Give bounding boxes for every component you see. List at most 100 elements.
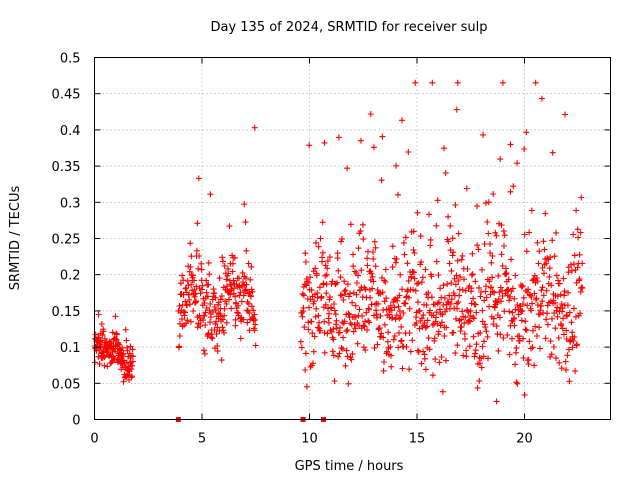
data-point	[415, 299, 421, 306]
data-point	[348, 356, 355, 363]
data-point	[414, 347, 421, 354]
data-point	[572, 368, 579, 375]
data-point	[524, 302, 531, 309]
data-point	[198, 260, 205, 267]
data-point	[473, 309, 480, 316]
data-point	[179, 272, 186, 279]
data-point	[343, 328, 350, 335]
data-point	[360, 344, 367, 351]
data-point	[223, 276, 230, 283]
data-point	[426, 211, 432, 218]
data-point	[490, 315, 497, 322]
data-point	[397, 271, 404, 278]
data-point	[568, 267, 575, 274]
data-point	[186, 268, 193, 275]
data-point	[418, 315, 425, 322]
data-point	[214, 324, 221, 331]
data-point	[540, 292, 547, 299]
data-point	[99, 331, 106, 338]
data-point	[96, 360, 103, 367]
data-point	[427, 242, 434, 249]
data-point	[535, 260, 542, 267]
data-point	[510, 183, 517, 190]
data-point	[343, 347, 350, 354]
data-point	[384, 338, 391, 345]
data-point	[485, 199, 492, 206]
data-point	[451, 275, 458, 282]
data-point	[248, 303, 255, 310]
data-point	[467, 307, 474, 314]
data-point	[176, 343, 183, 350]
data-point	[521, 391, 528, 398]
data-point	[335, 267, 342, 274]
data-point	[421, 320, 428, 327]
data-point	[374, 341, 381, 348]
data-point	[216, 275, 223, 282]
data-point	[392, 259, 399, 266]
data-point	[559, 325, 566, 332]
data-point	[206, 307, 213, 314]
data-point	[422, 366, 429, 373]
data-point	[482, 324, 489, 331]
data-point	[560, 331, 567, 338]
data-point	[523, 129, 530, 136]
data-point	[490, 191, 497, 197]
data-point	[388, 307, 395, 314]
data-point	[393, 312, 400, 319]
data-point	[331, 301, 337, 307]
data-point	[546, 273, 553, 280]
data-point	[332, 311, 339, 318]
data-point	[242, 287, 249, 294]
data-point	[483, 294, 490, 301]
y-tick-label: 0.3	[60, 196, 81, 211]
data-point	[391, 333, 398, 339]
data-point	[250, 307, 257, 314]
data-point	[395, 344, 402, 351]
data-point	[324, 258, 331, 265]
data-point	[347, 290, 353, 297]
data-point	[543, 287, 550, 294]
data-point	[396, 292, 403, 299]
data-point	[299, 290, 306, 297]
data-point	[570, 231, 577, 238]
data-point	[454, 342, 461, 349]
data-point	[528, 294, 535, 300]
data-point	[389, 243, 396, 250]
data-point	[553, 272, 560, 279]
data-point	[316, 284, 323, 291]
data-point	[458, 323, 465, 330]
data-point	[405, 294, 412, 301]
data-point	[531, 290, 538, 297]
data-point	[544, 302, 551, 309]
data-point	[546, 265, 553, 272]
data-point	[336, 350, 343, 357]
data-point	[116, 341, 123, 348]
data-point	[187, 240, 194, 247]
data-point	[536, 248, 543, 255]
data-point	[475, 246, 482, 253]
data-point	[564, 313, 570, 320]
data-point	[459, 286, 466, 293]
data-point	[470, 315, 477, 322]
data-point	[431, 335, 438, 342]
data-point	[350, 251, 356, 258]
data-point	[420, 312, 427, 319]
data-point	[339, 235, 345, 242]
data-point	[183, 320, 189, 327]
data-point	[311, 298, 318, 305]
data-point	[413, 320, 420, 326]
data-point	[462, 314, 469, 321]
data-point	[322, 301, 329, 308]
data-point	[402, 234, 409, 241]
data-point	[518, 317, 525, 324]
data-point	[299, 313, 306, 320]
data-point	[444, 298, 451, 305]
data-point	[331, 307, 338, 314]
data-point	[423, 302, 430, 309]
data-point	[393, 256, 400, 262]
data-point	[418, 259, 425, 266]
data-point	[562, 358, 569, 365]
data-point	[223, 319, 230, 326]
data-point	[333, 317, 340, 324]
